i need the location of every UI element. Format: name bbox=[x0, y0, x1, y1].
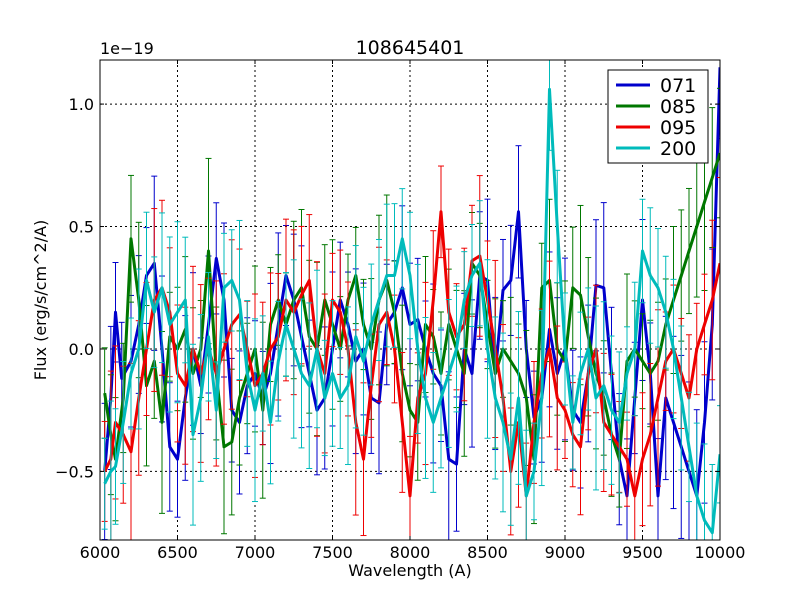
y-tick-label: 1.0 bbox=[69, 95, 94, 114]
legend-label-071: 071 bbox=[660, 75, 696, 97]
x-tick-label: 7000 bbox=[235, 543, 276, 562]
chart-title: 108645401 bbox=[356, 37, 465, 59]
y-tick-label: 0.5 bbox=[69, 218, 94, 237]
series-line-095 bbox=[103, 210, 720, 498]
x-tick-label: 6000 bbox=[80, 543, 121, 562]
x-tick-label: 8000 bbox=[390, 543, 431, 562]
x-tick-label: 6500 bbox=[157, 543, 198, 562]
x-tick-label: 9500 bbox=[622, 543, 663, 562]
legend-label-200: 200 bbox=[660, 138, 696, 160]
y-tick-label: 0.0 bbox=[69, 340, 94, 359]
x-tick-label: 9000 bbox=[545, 543, 586, 562]
x-tick-label: 8500 bbox=[467, 543, 508, 562]
series-line-200 bbox=[103, 87, 720, 535]
x-tick-label: 7500 bbox=[312, 543, 353, 562]
legend-label-095: 095 bbox=[660, 117, 696, 139]
x-axis-label: Wavelength (A) bbox=[348, 561, 471, 580]
x-tick-label: 10000 bbox=[695, 543, 746, 562]
series-line-085 bbox=[103, 152, 720, 461]
axis-ticks: 6000 6500 7000 7500 8000 8500 9000 9500 10000 −0.… bbox=[55, 60, 745, 562]
series-200 bbox=[101, 60, 720, 540]
legend-label-085: 085 bbox=[660, 96, 696, 118]
y-offset-label: 1e−19 bbox=[100, 39, 154, 58]
y-axis-label: Flux (erg/s/cm^2/A) bbox=[31, 220, 50, 381]
y-tick-label: −0.5 bbox=[55, 462, 94, 481]
